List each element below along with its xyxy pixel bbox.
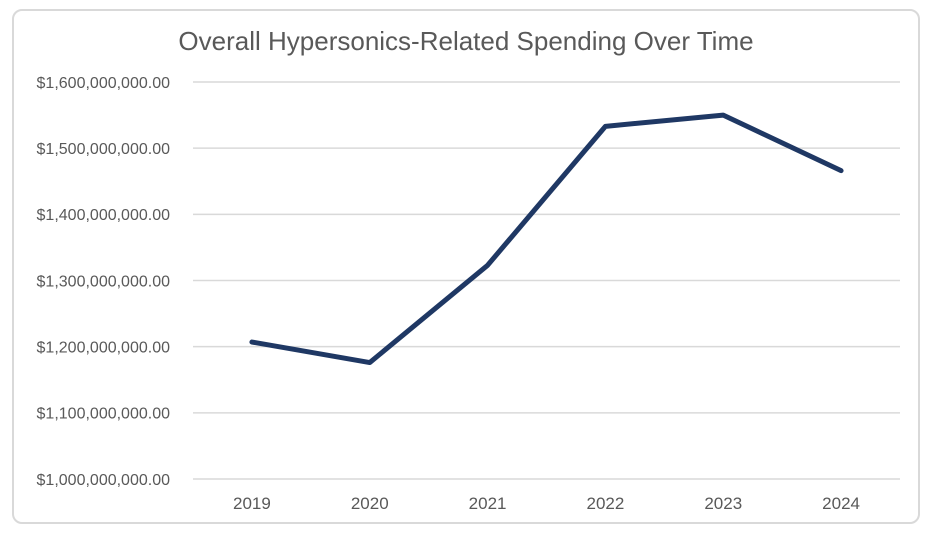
y-axis-tick-label: $1,000,000,000.00 [37,472,171,489]
x-axis-tick-label: 2022 [587,494,625,513]
y-axis-tick-label: $1,500,000,000.00 [37,141,171,158]
x-axis-tick-label: 2019 [233,494,271,513]
spending-line-series [249,112,844,366]
y-axis-tick-label: $1,300,000,000.00 [37,273,171,290]
y-axis-tick-label: $1,200,000,000.00 [37,339,171,356]
chart-frame [12,9,920,524]
x-axis-tick-label: 2021 [469,494,507,513]
x-axis-tick-label: 2024 [822,494,860,513]
x-axis-tick-label: 2023 [704,494,742,513]
chart-title: Overall Hypersonics-Related Spending Ove… [178,26,754,56]
y-axis-tick-label: $1,100,000,000.00 [37,406,171,423]
y-axis-tick-label: $1,400,000,000.00 [37,207,171,224]
x-axis-tick-label: 2020 [351,494,389,513]
y-axis-tick-label: $1,600,000,000.00 [37,75,171,92]
